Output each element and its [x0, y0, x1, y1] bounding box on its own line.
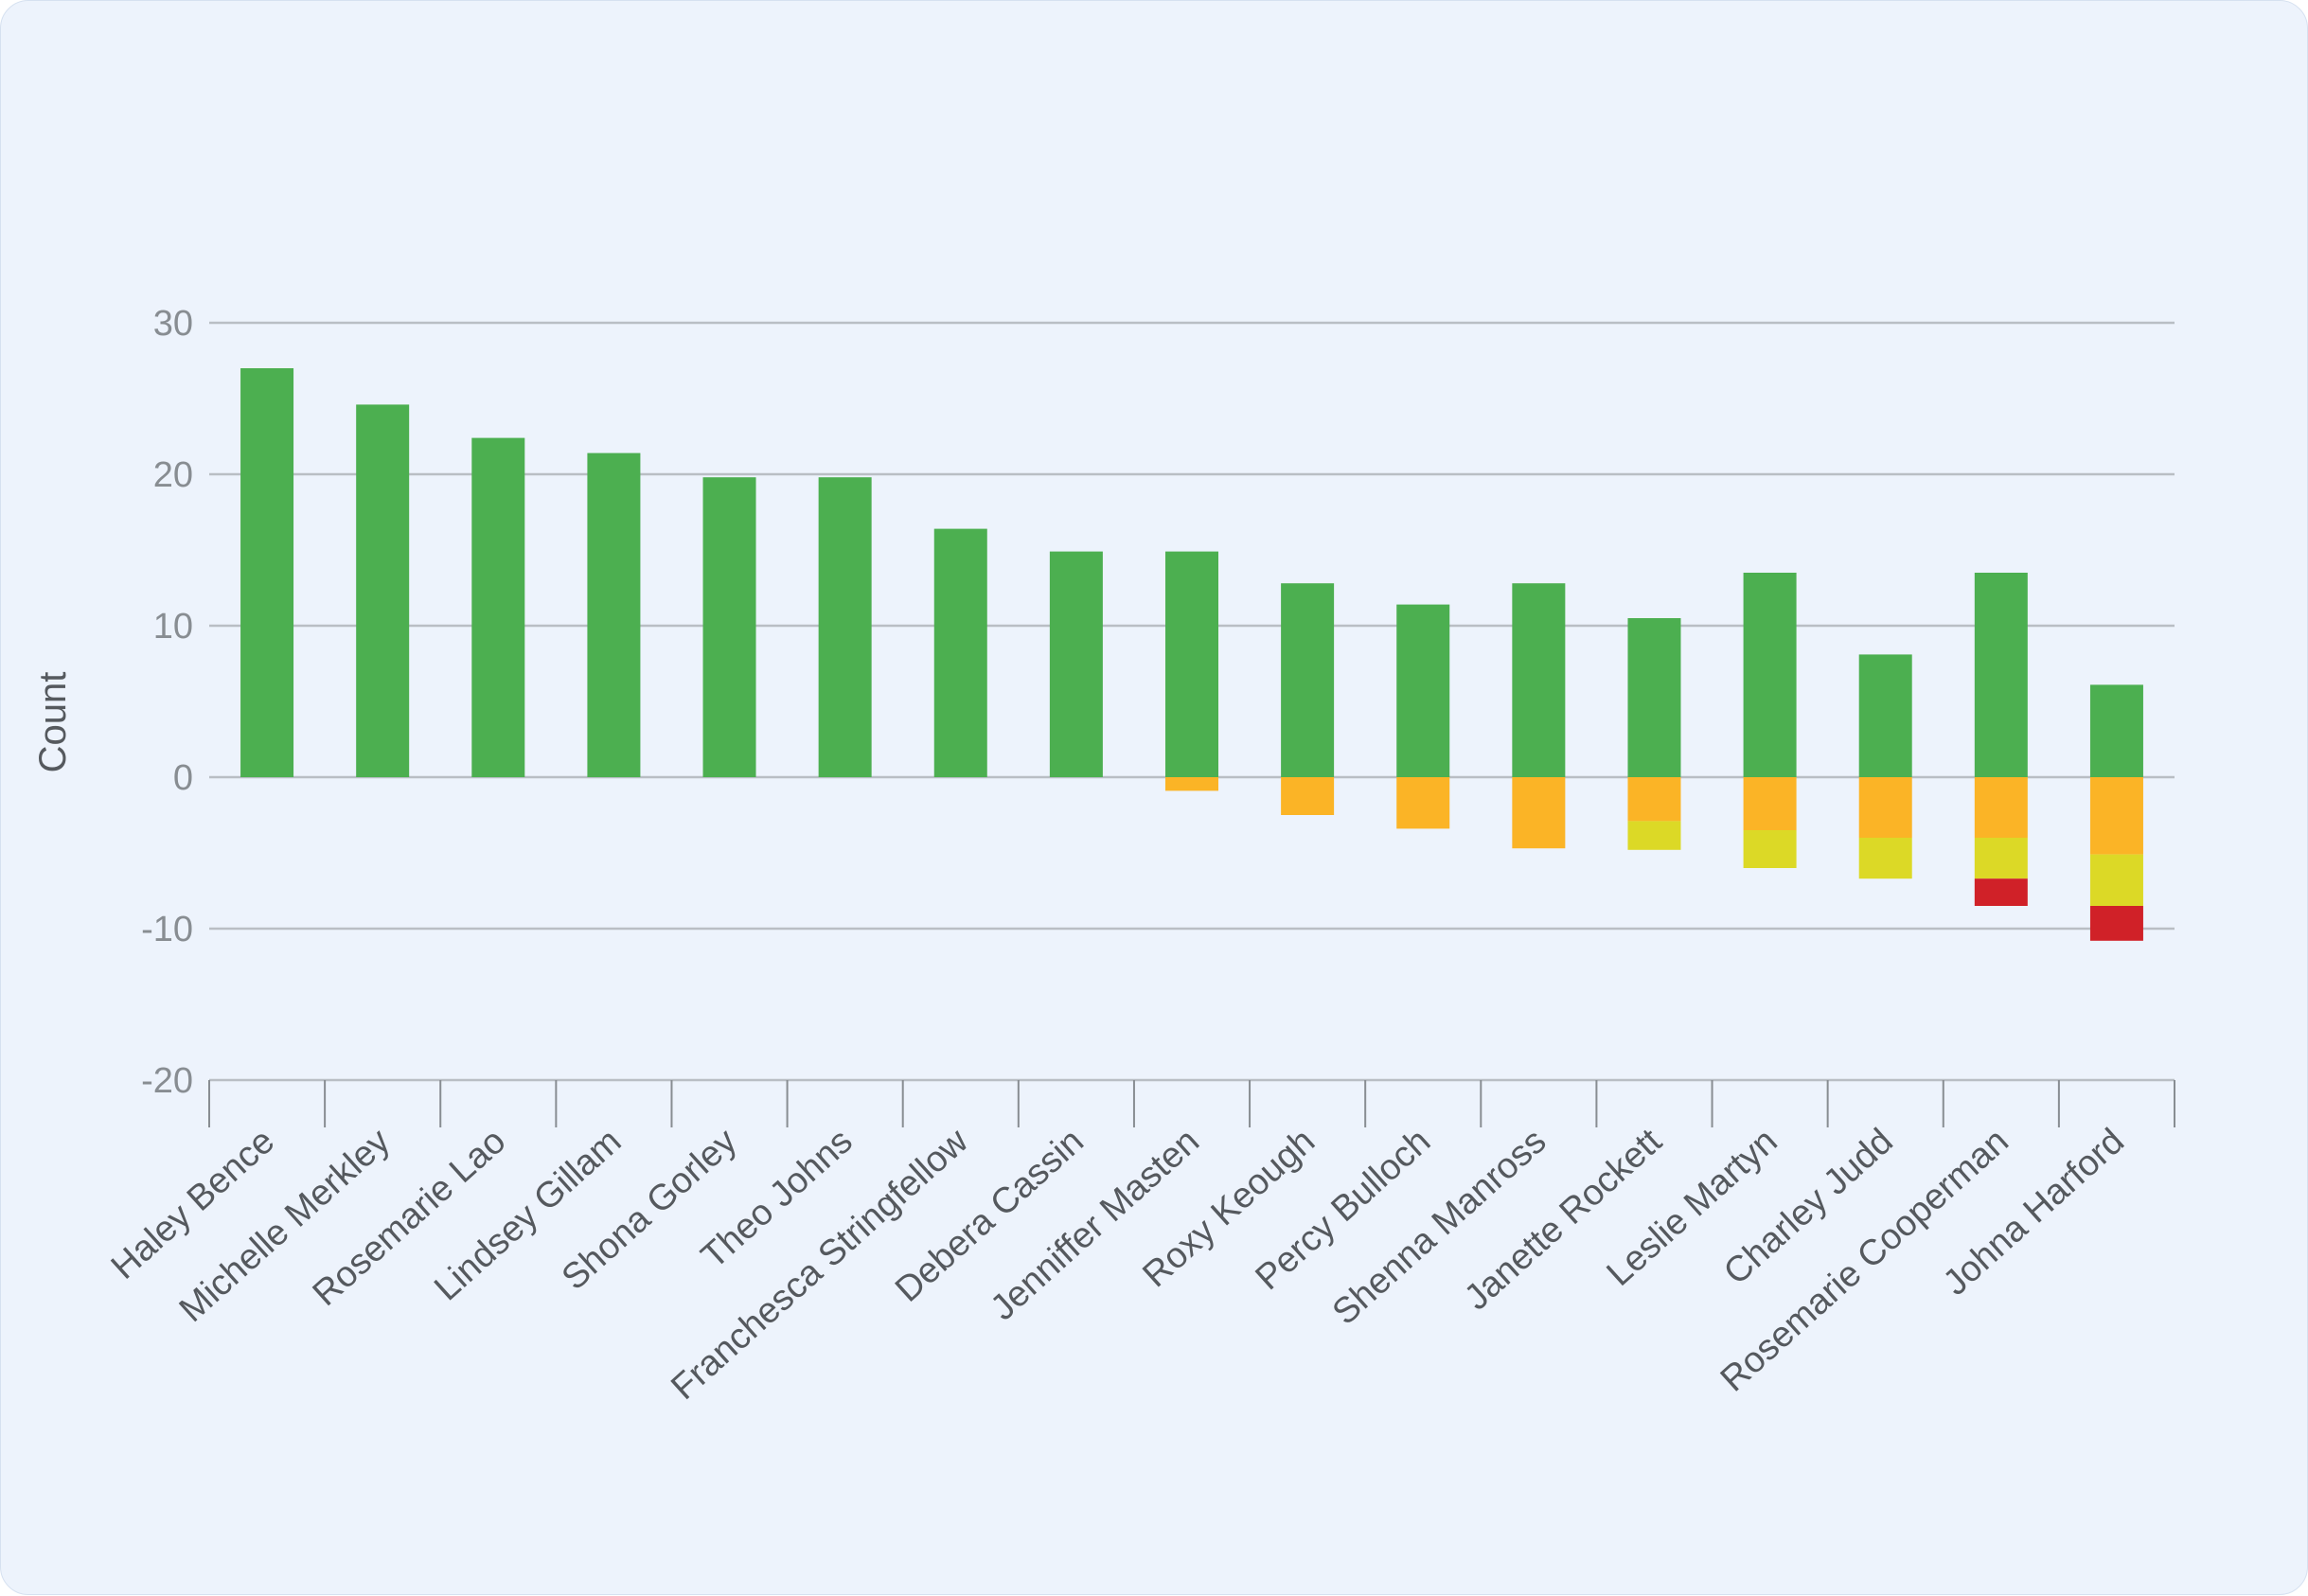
bar-segment — [702, 477, 756, 777]
x-tick-label: Michelle Merkley — [172, 1121, 398, 1330]
y-tick-label: 30 — [153, 304, 193, 344]
x-axis — [208, 1080, 2175, 1127]
y-tick-label: 0 — [173, 758, 193, 798]
bar-segment — [933, 528, 987, 777]
bar-segment — [1858, 777, 1912, 838]
bar-segment — [1281, 583, 1335, 777]
bar-segment — [2089, 906, 2143, 941]
bar-segment — [1627, 821, 1681, 850]
bar-segment — [1974, 838, 2028, 879]
bar-segment — [1743, 573, 1797, 777]
bars — [240, 368, 2143, 941]
bar-segment — [818, 477, 872, 777]
bar-segment — [1165, 551, 1218, 777]
bar-segment — [471, 437, 525, 777]
bar-segment — [587, 452, 641, 777]
bar-segment — [1281, 777, 1335, 815]
bar-segment — [1858, 838, 1912, 879]
x-tick-label: Janette Rockett — [1457, 1121, 1670, 1318]
bar-segment — [1512, 583, 1566, 777]
bar-segment — [2089, 684, 2143, 777]
bar-segment — [1743, 777, 1797, 830]
bar-segment — [1512, 777, 1566, 849]
bar-segment — [1396, 604, 1450, 777]
y-tick-label: 20 — [153, 455, 193, 495]
bar-segment — [1858, 654, 1912, 777]
bar-segment — [1049, 551, 1103, 777]
bar-segment — [1743, 830, 1797, 868]
y-axis-title: Count — [32, 672, 74, 773]
bar-segment — [1627, 777, 1681, 822]
bar-segment — [1396, 777, 1450, 829]
y-tick-label: -20 — [141, 1061, 193, 1101]
x-tick-label: Jenniffer Masten — [984, 1121, 1207, 1328]
bar-segment — [1165, 777, 1218, 791]
bar-segment — [356, 404, 410, 777]
bar-segment — [1974, 573, 2028, 777]
y-tick-label: 10 — [153, 607, 193, 647]
y-tick-label: -10 — [141, 910, 193, 949]
bar-segment — [1627, 618, 1681, 777]
bar-segment — [1974, 878, 2028, 906]
bar-segment — [2089, 854, 2143, 906]
bar-segment — [1974, 777, 2028, 838]
x-tick-label: Rosemarie Lao — [306, 1121, 514, 1314]
bar-segment — [2089, 777, 2143, 855]
bar-segment — [240, 368, 294, 777]
y-axis-ticks: -20 -10 0 10 20 30 — [141, 304, 193, 1101]
x-tick-label: Shenna Manross — [1325, 1121, 1554, 1332]
